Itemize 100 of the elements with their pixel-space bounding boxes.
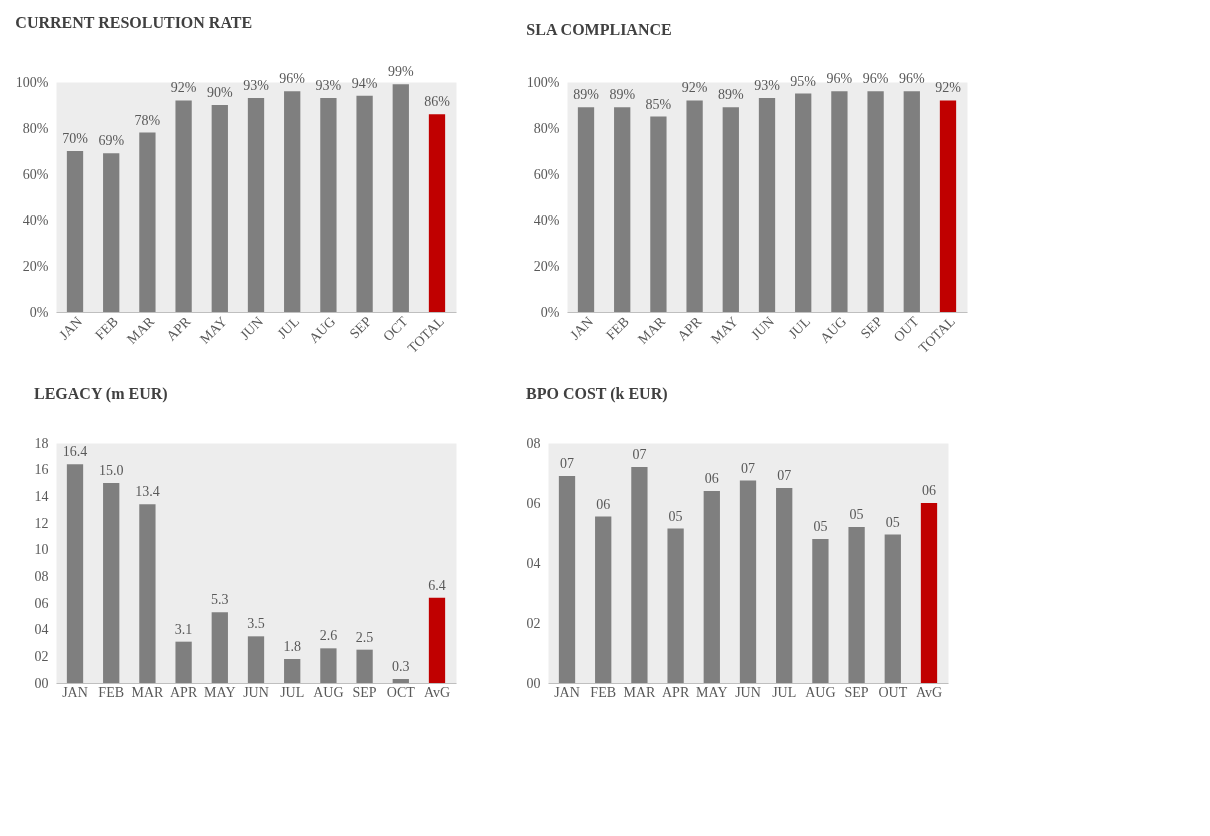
y-tick-label: 08 — [526, 435, 541, 451]
y-tick-label: 0% — [540, 304, 560, 320]
x-tick-label: MAR — [623, 684, 657, 700]
x-tick-label: SEP — [346, 313, 375, 342]
data-label: 05 — [885, 514, 900, 530]
x-tick-label: JUL — [785, 313, 814, 342]
chart-title: LEGACY (m EUR) — [34, 385, 168, 403]
bar — [392, 84, 409, 312]
x-tick-label: APR — [169, 684, 198, 700]
data-label: 78% — [134, 112, 161, 128]
y-tick-label: 04 — [526, 555, 541, 571]
x-tick-label: AUG — [313, 684, 344, 700]
data-label: 3.1 — [174, 621, 193, 637]
bar — [703, 491, 720, 683]
data-label: 07 — [741, 460, 755, 476]
bar — [614, 107, 631, 312]
x-tick-label: AvG — [423, 684, 451, 700]
bar — [356, 95, 373, 312]
data-label: 2.6 — [319, 628, 338, 644]
bar — [577, 107, 595, 312]
x-tick-label: FEB — [92, 313, 122, 343]
bar — [103, 483, 120, 683]
data-label: 90% — [206, 85, 233, 100]
data-label: 93% — [754, 78, 781, 94]
bar — [722, 107, 739, 312]
bar — [758, 98, 776, 312]
data-label: 89% — [573, 87, 600, 103]
y-tick-label: 04 — [34, 622, 49, 638]
data-label: 07 — [777, 468, 792, 483]
bar — [776, 488, 793, 683]
bar — [356, 649, 373, 683]
bar — [867, 91, 884, 312]
y-tick-label: 00 — [526, 675, 541, 691]
bar — [320, 98, 337, 312]
x-tick-label: JUL — [280, 684, 305, 700]
bar — [320, 648, 337, 683]
data-label: 05 — [813, 519, 828, 534]
x-tick-label: OUT — [878, 684, 908, 700]
data-label: 06 — [704, 471, 719, 486]
data-label: 96% — [279, 71, 306, 87]
y-tick-label: 80% — [533, 120, 560, 136]
bar — [211, 612, 228, 683]
data-label: 69% — [98, 133, 125, 149]
x-tick-label: SEP — [857, 313, 886, 342]
data-label: 96% — [862, 71, 889, 87]
x-tick-label: FEB — [603, 313, 633, 343]
data-label: 05 — [668, 508, 683, 524]
y-tick-label: 100% — [526, 74, 560, 90]
data-label: 05 — [849, 507, 864, 522]
bar — [667, 528, 684, 683]
x-tick-label: JAN — [62, 684, 88, 700]
y-tick-label: 20% — [22, 258, 49, 274]
data-label: 13.4 — [135, 484, 160, 500]
x-tick-label: SEP — [844, 684, 869, 700]
x-tick-label: MAY — [696, 684, 728, 700]
data-label: 06 — [596, 496, 611, 512]
x-tick-label: FEB — [98, 684, 125, 700]
bar — [650, 116, 667, 312]
data-label: 86% — [424, 94, 451, 110]
y-tick-label: 60% — [22, 166, 49, 182]
chart-title: BPO COST (k EUR) — [526, 385, 668, 403]
y-tick-label: 08 — [34, 568, 49, 584]
bar — [428, 597, 446, 683]
data-label: 93% — [243, 78, 270, 94]
bar — [247, 98, 265, 312]
bar — [139, 504, 156, 683]
bar — [139, 132, 156, 312]
bar — [284, 91, 301, 312]
bar — [848, 527, 865, 683]
bar — [920, 503, 938, 683]
y-tick-label: 06 — [526, 495, 541, 511]
x-tick-label: JUL — [274, 313, 303, 342]
bar — [175, 100, 192, 312]
bar — [66, 464, 84, 683]
data-label: 70% — [62, 131, 89, 146]
x-tick-label: AvG — [915, 684, 943, 700]
x-tick-label: JUN — [735, 684, 761, 700]
x-tick-label: MAR — [131, 684, 165, 700]
x-tick-label: JUL — [772, 684, 797, 700]
data-label: 89% — [717, 87, 744, 103]
x-tick-label: OCT — [386, 684, 416, 700]
bar — [884, 534, 901, 683]
data-label: 92% — [681, 80, 708, 96]
y-tick-label: 40% — [533, 212, 560, 228]
y-tick-label: 10 — [34, 542, 49, 558]
data-label: 07 — [560, 456, 574, 471]
data-label: 99% — [387, 64, 414, 80]
y-tick-label: 00 — [34, 675, 49, 691]
x-tick-label: MAY — [204, 684, 236, 700]
y-tick-label: 02 — [34, 648, 49, 664]
bar — [631, 467, 648, 683]
bar — [686, 100, 703, 312]
data-label: 06 — [922, 483, 936, 498]
x-tick-label: JUN — [243, 684, 269, 700]
y-tick-label: 40% — [22, 212, 49, 228]
bar — [247, 636, 265, 683]
bar — [558, 476, 576, 683]
x-tick-label: FEB — [590, 684, 617, 700]
data-label: 0.3 — [392, 659, 410, 674]
chart-title: SLA COMPLIANCE — [526, 21, 672, 39]
